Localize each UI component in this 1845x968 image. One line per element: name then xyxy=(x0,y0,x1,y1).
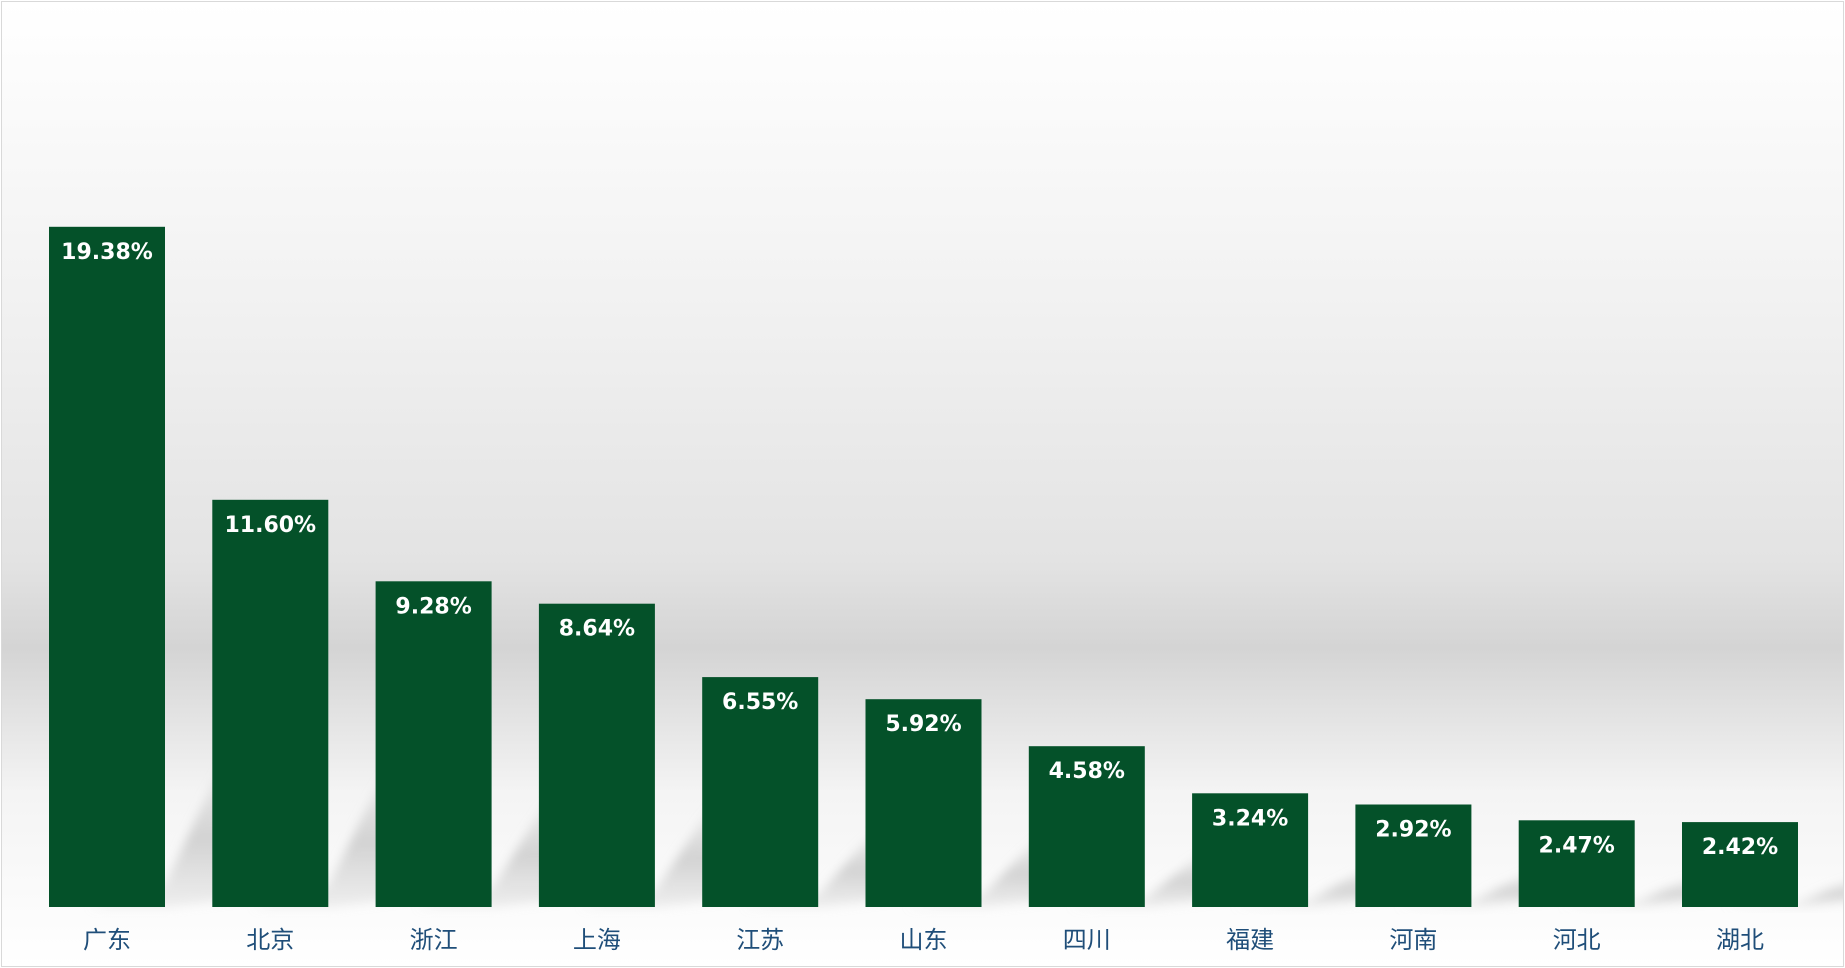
data-label-6: 5.92% xyxy=(885,712,961,737)
bar-shadow-11 xyxy=(1722,883,1843,907)
bar-11 xyxy=(1682,822,1798,907)
category-label-9: 河南 xyxy=(1389,926,1437,954)
category-label-8: 福建 xyxy=(1226,926,1274,954)
data-label-2: 11.60% xyxy=(224,513,316,538)
bar-3 xyxy=(375,581,492,907)
data-label-4: 8.64% xyxy=(559,617,635,642)
data-label-1: 19.38% xyxy=(61,240,153,265)
bar-2 xyxy=(212,499,329,907)
data-label-11: 2.42% xyxy=(1702,835,1778,860)
data-label-5: 6.55% xyxy=(722,690,798,715)
category-label-4: 上海 xyxy=(573,926,621,954)
bar-1 xyxy=(49,226,165,908)
category-label-6: 山东 xyxy=(900,926,948,954)
bar-7 xyxy=(1028,746,1145,907)
category-label-10: 河北 xyxy=(1553,926,1601,954)
data-label-10: 2.47% xyxy=(1539,833,1615,858)
data-label-7: 4.58% xyxy=(1049,759,1125,784)
category-label-3: 浙江 xyxy=(410,926,458,954)
category-axis: 广东 北京 浙江 上海 江苏 山东 四川 福建 河南 河北 湖北 xyxy=(83,926,1764,954)
category-label-11: 湖北 xyxy=(1716,926,1764,954)
category-label-2: 北京 xyxy=(246,926,294,954)
bar-5 xyxy=(702,677,819,907)
data-label-8: 3.24% xyxy=(1212,806,1288,831)
category-label-7: 四川 xyxy=(1063,926,1111,954)
bars xyxy=(49,226,1798,908)
bar-4 xyxy=(538,603,655,907)
data-label-9: 2.92% xyxy=(1375,818,1451,843)
bar-9 xyxy=(1355,804,1472,907)
category-label-5: 江苏 xyxy=(736,926,784,954)
data-labels: 19.38% 11.60% 9.28% 8.64% 6.55% 5.92% 4.58% 3.2… xyxy=(61,240,1778,860)
data-label-3: 9.28% xyxy=(395,594,471,619)
bar-8 xyxy=(1192,793,1309,907)
category-label-1: 广东 xyxy=(83,926,131,954)
bar-6 xyxy=(865,699,982,907)
bar-10 xyxy=(1518,820,1635,907)
